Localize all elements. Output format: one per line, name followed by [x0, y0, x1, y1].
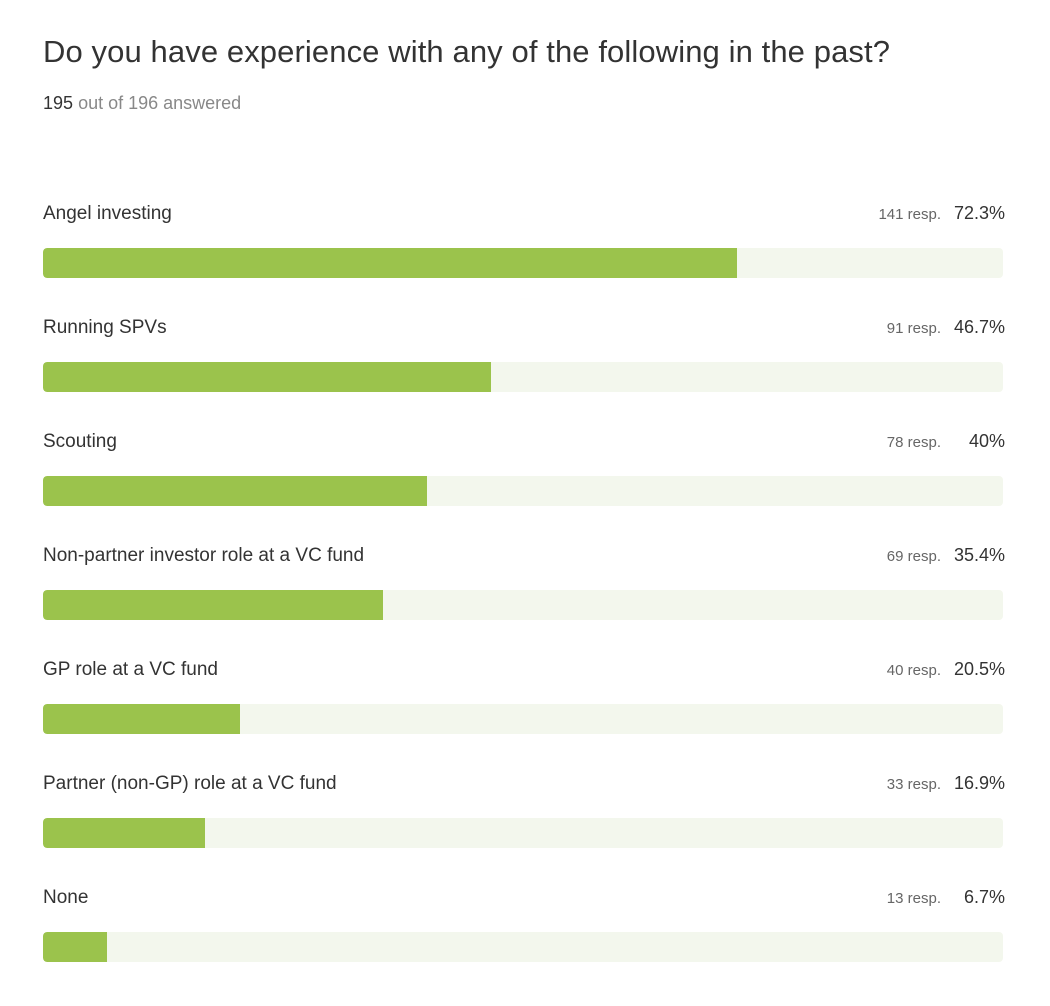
response-count: 141 resp. — [878, 206, 941, 223]
option-stats: 91 resp. 46.7% — [887, 317, 1005, 341]
option-stats: 141 resp. 72.3% — [878, 203, 1005, 227]
result-row: Non-partner investor role at a VC fund 69… — [43, 542, 1005, 656]
question-title: Do you have experience with any of the f… — [43, 34, 891, 69]
response-percent: 6.7% — [963, 887, 1005, 907]
option-label: Running SPVs — [43, 317, 167, 338]
response-count: 40 resp. — [886, 662, 941, 679]
result-row: None 13 resp. 6.7% — [43, 884, 1005, 998]
response-percent: 16.9% — [953, 773, 1005, 793]
results-bar-chart: Angel investing 141 resp. 72.3% Running SPV… — [43, 200, 1005, 998]
option-label: Angel investing — [43, 203, 172, 224]
bar-track — [43, 818, 1003, 848]
option-stats: 33 resp. 16.9% — [887, 773, 1005, 797]
result-row: Angel investing 141 resp. 72.3% — [43, 200, 1005, 314]
option-label: Partner (non-GP) role at a VC fund — [43, 773, 337, 794]
bar-track — [43, 704, 1003, 734]
result-row: Partner (non-GP) role at a VC fund 33 res… — [43, 770, 1005, 884]
response-count: 69 resp. — [886, 548, 941, 565]
bar-fill — [43, 362, 492, 392]
option-stats: 13 resp. 6.7% — [887, 887, 1005, 911]
bar-fill — [43, 476, 427, 506]
answered-count: 195 — [43, 93, 74, 113]
bar-track — [43, 362, 1003, 392]
bar-fill — [43, 248, 738, 278]
answered-summary: 195 out of 196 answered — [43, 93, 241, 114]
response-count: 78 resp. — [886, 434, 941, 451]
response-percent: 46.7% — [953, 317, 1005, 337]
option-label: Non-partner investor role at a VC fund — [43, 545, 365, 566]
result-row: Scouting 78 resp. 40% — [43, 428, 1005, 542]
response-percent: 72.3% — [953, 203, 1005, 223]
option-label: GP role at a VC fund — [43, 659, 218, 680]
bar-fill — [43, 704, 240, 734]
option-stats: 78 resp. 40% — [887, 431, 1005, 455]
bar-track — [43, 932, 1003, 962]
option-label: None — [43, 887, 89, 908]
bar-track — [43, 476, 1003, 506]
result-row: Running SPVs 91 resp. 46.7% — [43, 314, 1005, 428]
bar-track — [43, 248, 1003, 278]
answered-suffix: out of 196 answered — [78, 93, 242, 113]
option-label: Scouting — [43, 431, 117, 452]
option-stats: 69 resp. 35.4% — [887, 545, 1005, 569]
bar-track — [43, 590, 1003, 620]
result-row: GP role at a VC fund 40 resp. 20.5% — [43, 656, 1005, 770]
bar-fill — [43, 590, 383, 620]
bar-fill — [43, 932, 108, 962]
bar-fill — [43, 818, 206, 848]
response-count: 91 resp. — [886, 320, 941, 337]
response-count: 33 resp. — [886, 776, 941, 793]
response-percent: 35.4% — [953, 545, 1005, 565]
response-count: 13 resp. — [886, 890, 941, 907]
response-percent: 20.5% — [953, 659, 1005, 679]
response-percent: 40% — [968, 431, 1005, 451]
option-stats: 40 resp. 20.5% — [887, 659, 1005, 683]
